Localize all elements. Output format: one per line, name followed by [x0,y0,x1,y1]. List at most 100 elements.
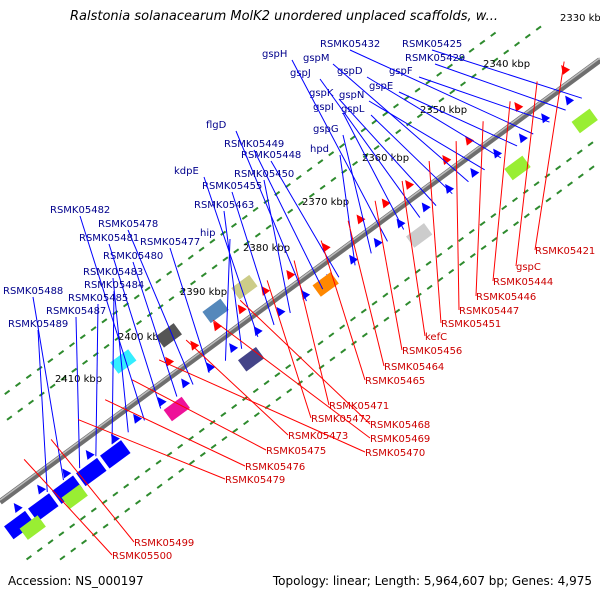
forward-gene-label: gspE [369,81,393,92]
reverse-gene-label: RSMK05456 [402,346,462,357]
tick-mark [198,427,205,433]
forward-gene-label: RSMK05477 [140,237,200,248]
reverse-gene-label: RSMK05475 [266,446,326,457]
tick-mark [136,320,143,326]
tick-mark [328,332,335,338]
forward-leader-line [132,261,178,397]
tick-mark [200,272,207,278]
tick-mark [427,105,434,111]
reverse-leader-line [23,459,113,556]
axis-tick-label: 2340 kbp [483,59,530,70]
forward-leader-line [418,76,550,123]
reverse-gene-arrow [165,356,175,367]
tick-mark [480,244,487,251]
reverse-leader-line [104,399,246,467]
grey-feature-block [406,223,433,248]
tick-mark [90,326,97,332]
forward-leader-line [270,160,340,278]
tick-mark [265,224,272,230]
tick-mark [6,415,13,421]
tick-mark [70,547,77,553]
tick-mark [156,483,163,489]
map-title: Ralstonia solanacearum MolK2 unordered u… [70,9,499,24]
tick-mark [58,531,65,537]
tick-mark [133,475,140,481]
tick-mark [210,443,217,450]
tick-mark [459,260,466,267]
tick-mark [395,129,402,135]
reverse-gene-arrow [261,286,271,296]
reverse-leader-line [185,339,289,436]
tick-mark [382,292,389,298]
tick-mark [457,236,464,242]
tick-mark [349,316,356,322]
tick-mark [351,340,358,346]
tick-mark [243,420,250,426]
forward-gene-label: gspG [313,124,339,135]
forward-gene-label: gspF [389,66,413,77]
reverse-gene-label: RSMK05468 [370,420,430,431]
tick-mark [199,451,206,457]
backbone-highlight [0,57,600,501]
forward-gene-label: RSMK05488 [3,286,63,297]
forward-gene-label: RSMK05425 [402,39,462,50]
forward-leader-line [79,215,145,421]
reverse-gene-arrow [356,214,366,225]
axis-tick-label: 2390 kbp [180,287,227,298]
reverse-gene-label: RSMK05476 [245,462,305,473]
tick-mark [362,152,369,159]
tick-mark [28,399,35,405]
tick-mark [233,248,240,254]
tick-mark [414,268,421,274]
tick-mark [36,547,43,553]
tick-mark [36,365,43,372]
reverse-leader-line [158,359,366,453]
tick-mark [124,507,131,513]
forward-leader-line [434,63,566,111]
tick-mark [383,316,390,322]
reverse-gene-label: RSMK05451 [441,319,501,330]
forward-leader-line [342,134,372,254]
tick-mark [328,151,335,157]
reverse-leader-line [428,160,442,324]
forward-gene-label: RSMK05481 [79,233,139,244]
tick-mark [501,205,508,211]
reverse-gene-label: RSMK05470 [365,448,425,459]
tick-mark [25,373,32,380]
forward-gene-label: gspD [337,66,363,77]
tick-mark [556,189,563,195]
tick-mark [392,103,399,109]
forward-gene-label: RSMK05487 [46,306,106,317]
forward-leader-line [339,154,356,266]
forward-gene-label: RSMK05483 [83,267,143,278]
reverse-gene-label: RSMK05479 [225,475,285,486]
forward-leader-line [338,98,437,206]
tick-mark [492,57,499,63]
tick-mark [101,318,108,324]
forward-gene-arrow [518,133,528,144]
tick-mark [426,284,433,290]
tick-mark [144,286,151,292]
forward-leader-line [349,49,534,135]
tick-mark [168,296,175,302]
tick-mark [479,220,486,227]
forward-gene-arrow [253,326,263,337]
tick-mark [82,359,89,365]
forward-leader-line [95,303,99,457]
forward-gene-label: gspN [339,90,364,101]
tick-mark [241,214,248,220]
khaki-feature-block [231,274,258,300]
forward-leader-line [32,296,64,481]
tick-mark [276,216,283,222]
tick-mark [133,294,140,300]
forward-gene-arrow [181,378,191,389]
tick-mark [69,523,76,529]
tick-mark [47,539,54,545]
tick-mark [544,173,551,179]
forward-gene-block [76,457,107,487]
reverse-gene-label: RSMK05469 [370,434,430,445]
tick-mark [254,232,261,238]
tick-mark [306,167,313,173]
reverse-leader-line [293,260,330,406]
tick-mark [479,39,486,45]
